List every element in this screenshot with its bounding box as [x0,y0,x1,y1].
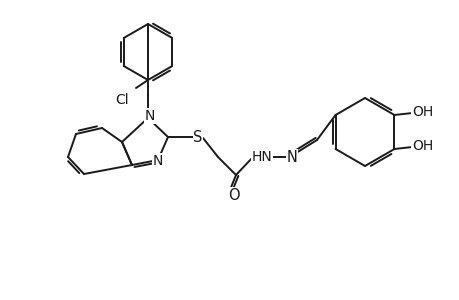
Text: N: N [286,149,297,164]
Text: OH: OH [411,139,432,153]
Text: O: O [228,188,239,202]
Text: N: N [145,109,155,123]
Text: N: N [152,154,163,168]
Text: S: S [193,130,202,145]
Text: Cl: Cl [115,93,129,107]
Text: OH: OH [411,105,432,119]
Text: HN: HN [251,150,272,164]
